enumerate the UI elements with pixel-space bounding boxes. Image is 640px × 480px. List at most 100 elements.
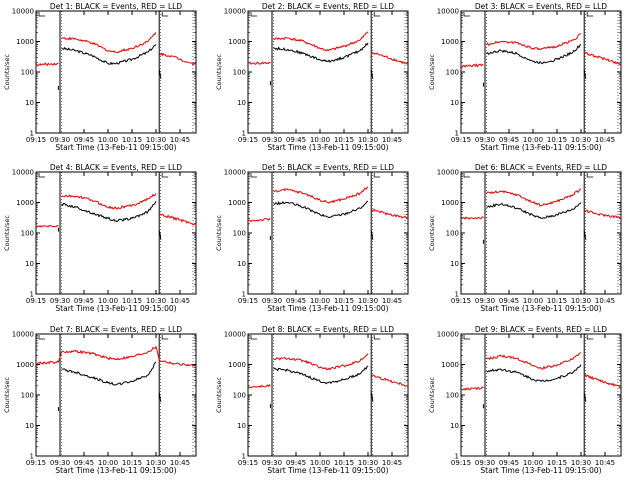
y-tick-label: 10 bbox=[450, 422, 459, 430]
x-axis-label: Start Time (13-Feb-11 09:15:00) bbox=[55, 143, 176, 152]
corner-bracket-left bbox=[463, 173, 470, 178]
y-tick-label: 1000 bbox=[228, 361, 246, 369]
x-tick-label: 10:15 bbox=[334, 297, 354, 305]
corner-bracket-left bbox=[38, 335, 45, 340]
series-events-line bbox=[158, 392, 162, 402]
series-lld-line bbox=[370, 208, 408, 219]
series-lld-line bbox=[583, 373, 622, 389]
chart-title: Det 2: BLACK = Events, RED = LLD bbox=[262, 2, 394, 11]
x-tick-label: 09:45 bbox=[286, 136, 306, 144]
series-lld-line bbox=[486, 33, 582, 51]
x-tick-label: 09:15 bbox=[451, 297, 471, 305]
x-tick-label: 09:45 bbox=[74, 136, 94, 144]
x-tick-label: 10:00 bbox=[310, 136, 330, 144]
y-axis-label: Counts/sec bbox=[428, 54, 436, 90]
x-tick-label: 09:15 bbox=[26, 136, 46, 144]
x-tick-label: 09:30 bbox=[475, 297, 495, 305]
y-tick-label: 10 bbox=[25, 99, 34, 107]
y-tick-label: 1 bbox=[30, 453, 34, 461]
x-axis-label: Start Time (13-Feb-11 09:15:00) bbox=[267, 143, 388, 152]
x-axis-label: Start Time (13-Feb-11 09:15:00) bbox=[480, 466, 601, 475]
series-events-line bbox=[583, 69, 587, 79]
x-tick-label: 10:15 bbox=[122, 459, 142, 467]
x-tick-label: 09:15 bbox=[238, 136, 258, 144]
series-lld-line bbox=[273, 186, 369, 204]
y-axis-label: Counts/sec bbox=[3, 215, 11, 251]
series-lld-line bbox=[247, 218, 271, 223]
series-lld-line bbox=[486, 351, 582, 370]
y-tick-label: 10 bbox=[25, 422, 34, 430]
y-tick-label: 10000 bbox=[437, 8, 459, 16]
x-tick-label: 09:45 bbox=[499, 136, 519, 144]
corner-bracket-left bbox=[463, 12, 470, 17]
series-events-line bbox=[486, 364, 582, 383]
x-axis-label: Start Time (13-Feb-11 09:15:00) bbox=[267, 304, 388, 313]
y-tick-label: 10000 bbox=[12, 331, 34, 339]
x-tick-label: 10:00 bbox=[310, 459, 330, 467]
x-tick-label: 10:00 bbox=[98, 297, 118, 305]
y-tick-label: 100 bbox=[233, 392, 246, 400]
series-events-line bbox=[583, 392, 587, 402]
x-tick-label: 09:30 bbox=[50, 136, 70, 144]
y-tick-label: 10000 bbox=[437, 331, 459, 339]
x-tick-label: 10:45 bbox=[382, 136, 402, 144]
series-events-line bbox=[273, 200, 369, 219]
y-axis-label: Counts/sec bbox=[428, 377, 436, 413]
y-tick-label: 1 bbox=[455, 130, 459, 138]
x-tick-label: 10:45 bbox=[595, 297, 615, 305]
x-tick-label: 10:30 bbox=[571, 297, 591, 305]
y-tick-label: 100 bbox=[21, 392, 34, 400]
series-events-line bbox=[370, 392, 374, 402]
x-tick-label: 09:45 bbox=[74, 297, 94, 305]
series-events-line bbox=[486, 44, 582, 65]
series-lld-line bbox=[370, 51, 409, 65]
x-tick-label: 10:15 bbox=[547, 459, 567, 467]
chart-title: Det 7: BLACK = Events, RED = LLD bbox=[50, 325, 182, 334]
y-tick-label: 1000 bbox=[228, 38, 246, 46]
x-axis-label: Start Time (13-Feb-11 09:15:00) bbox=[480, 304, 601, 313]
x-tick-label: 10:45 bbox=[595, 459, 615, 467]
y-tick-label: 1 bbox=[242, 291, 246, 299]
y-tick-label: 1000 bbox=[228, 199, 246, 207]
series-lld-line bbox=[460, 216, 484, 220]
y-tick-label: 1000 bbox=[16, 361, 34, 369]
y-tick-label: 100 bbox=[446, 392, 459, 400]
y-tick-label: 100 bbox=[21, 230, 34, 238]
corner-bracket-right bbox=[161, 173, 169, 178]
y-tick-label: 10 bbox=[237, 422, 246, 430]
x-tick-label: 09:15 bbox=[238, 459, 258, 467]
chart-title: Det 5: BLACK = Events, RED = LLD bbox=[262, 163, 394, 172]
x-tick-label: 10:30 bbox=[146, 136, 166, 144]
x-tick-label: 09:15 bbox=[26, 297, 46, 305]
x-tick-label: 10:45 bbox=[170, 297, 190, 305]
series-lld-line bbox=[371, 374, 409, 387]
x-tick-label: 10:15 bbox=[122, 297, 142, 305]
x-axis-label: Start Time (13-Feb-11 09:15:00) bbox=[267, 466, 388, 475]
y-axis-label: Counts/sec bbox=[3, 377, 11, 413]
chart-panel-5: Det 5: BLACK = Events, RED = LLD 1 10 100 10… bbox=[215, 163, 409, 313]
series-events-line bbox=[273, 42, 369, 63]
x-tick-label: 09:30 bbox=[262, 136, 282, 144]
x-tick-label: 10:00 bbox=[523, 297, 543, 305]
y-tick-label: 100 bbox=[446, 230, 459, 238]
y-tick-label: 1000 bbox=[16, 199, 34, 207]
x-tick-label: 10:00 bbox=[523, 459, 543, 467]
x-tick-label: 09:45 bbox=[499, 459, 519, 467]
series-lld-line bbox=[61, 32, 157, 54]
y-tick-label: 10000 bbox=[437, 169, 459, 177]
y-tick-label: 100 bbox=[21, 69, 34, 77]
x-tick-label: 09:15 bbox=[238, 297, 258, 305]
y-tick-label: 1000 bbox=[441, 361, 459, 369]
y-axis-label: Counts/sec bbox=[215, 54, 223, 90]
y-tick-label: 10000 bbox=[224, 8, 246, 16]
series-lld-line bbox=[35, 345, 197, 367]
x-tick-label: 10:30 bbox=[571, 136, 591, 144]
chart-title: Det 9: BLACK = Events, RED = LLD bbox=[475, 325, 607, 334]
y-axis-label: Counts/sec bbox=[3, 54, 11, 90]
x-tick-label: 09:30 bbox=[50, 297, 70, 305]
x-tick-label: 10:30 bbox=[146, 297, 166, 305]
chart-panel-8: Det 8: BLACK = Events, RED = LLD 1 10 100 10… bbox=[215, 325, 409, 475]
y-tick-label: 100 bbox=[233, 69, 246, 77]
